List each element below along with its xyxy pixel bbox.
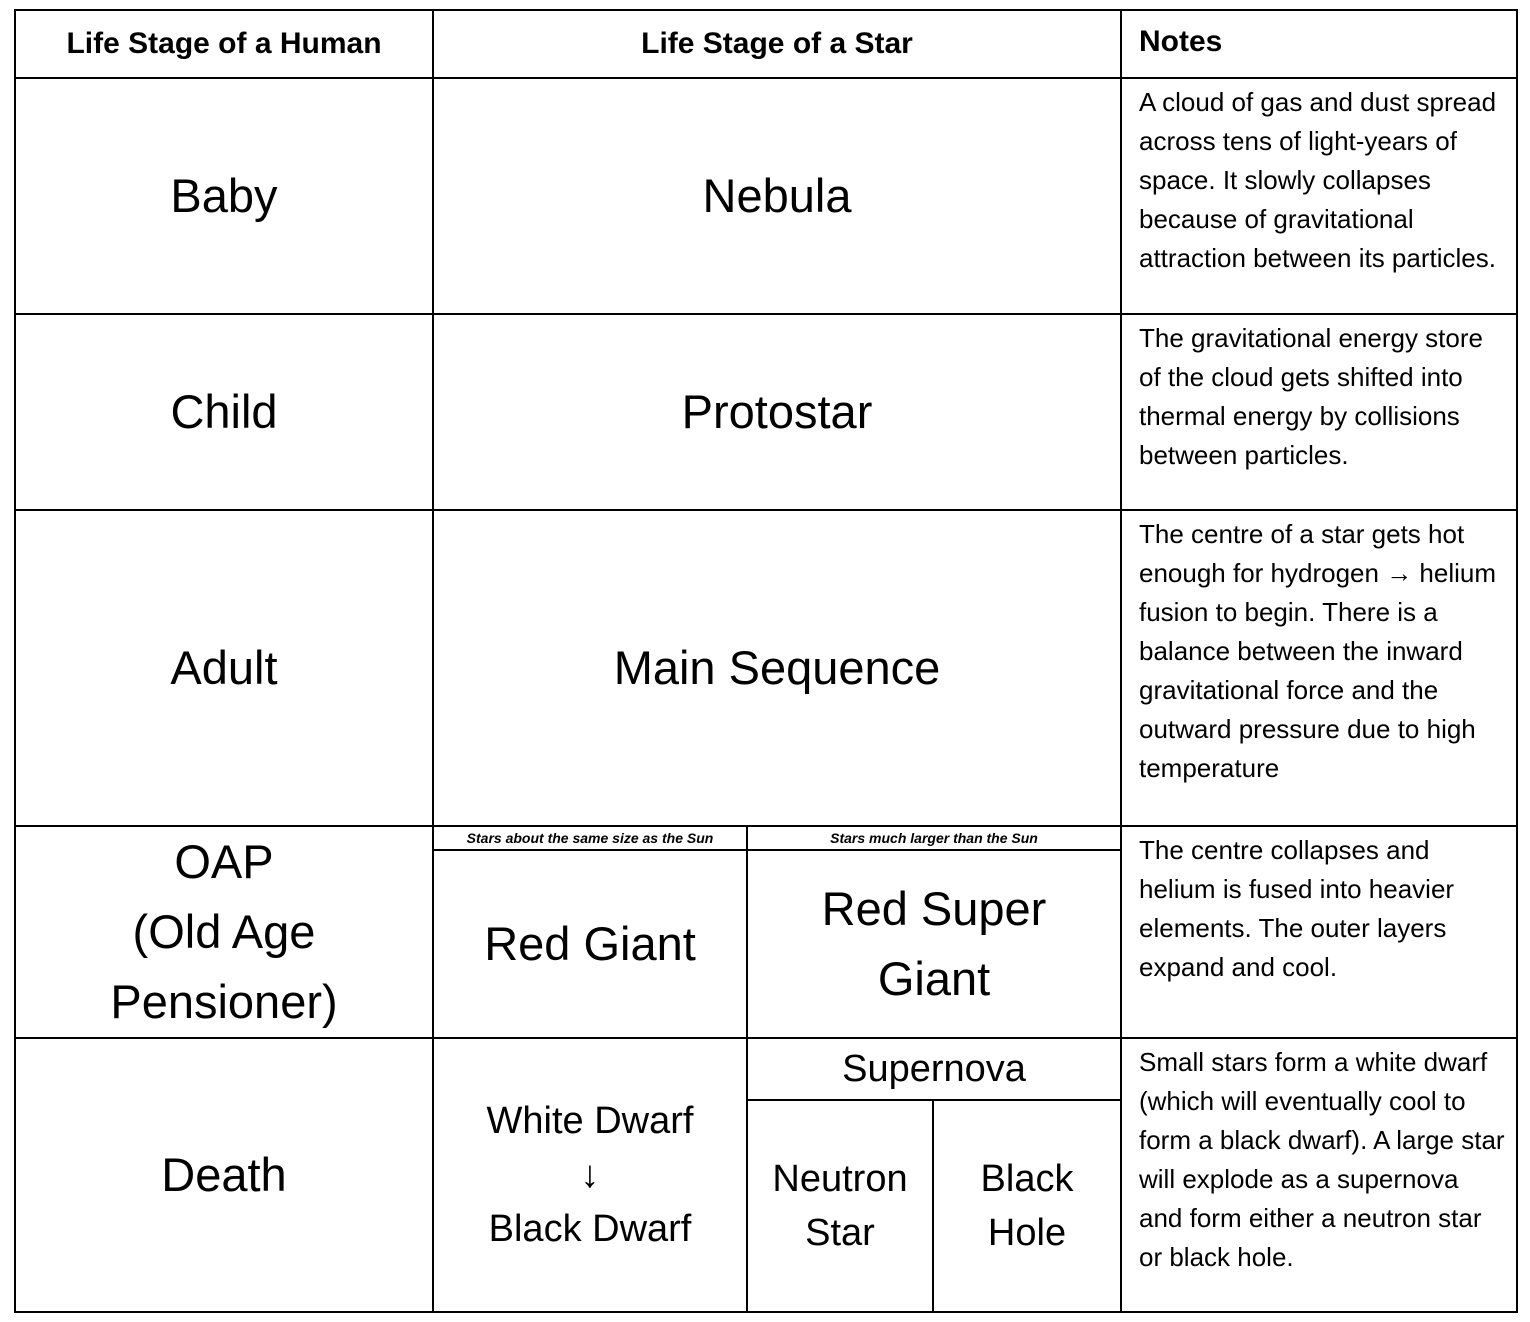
star-stage-line: ↓ [580,1154,600,1196]
human-stage-line: OAP [174,835,274,888]
star-stage: White Dwarf ↓ Black Dwarf [432,1037,748,1313]
star-stage-line: Star [805,1212,875,1254]
notes-cell: A cloud of gas and dust spread across te… [1120,77,1518,315]
star-stage: Protostar [432,313,1122,511]
human-stage: Child [14,313,434,511]
star-stage-line: Giant [877,952,991,1005]
star-stage: Nebula [432,77,1122,315]
star-stage-line: Neutron [772,1158,908,1200]
star-stage: Main Sequence [432,509,1122,827]
header-cell: Life Stage of a Human [14,9,434,79]
human-stage: OAP (Old Age Pensioner) [14,825,434,1039]
human-stage: Baby [14,77,434,315]
star-stage: Red Giant [432,849,748,1039]
star-stage-line: Red Super [821,882,1047,935]
star-stage: Red Super Giant [746,849,1122,1039]
header-cell: Notes [1120,9,1518,79]
star-stage-line: Black Dwarf [488,1208,692,1250]
star-stage-line: White Dwarf [486,1100,694,1142]
star-stage-line: Hole [987,1212,1067,1254]
star-stage: Neutron Star [746,1099,934,1313]
header-cell: Life Stage of a Star [432,9,1122,79]
human-stage-line: Pensioner) [110,975,338,1028]
human-stage-line: (Old Age [132,905,316,958]
notes-cell: Small stars form a white dwarf (which wi… [1120,1037,1518,1313]
sub-label: Stars about the same size as the Sun [432,825,748,851]
star-stage-line: Black [980,1158,1074,1200]
notes-cell: The gravitational energy store of the cl… [1120,313,1518,511]
human-stage: Adult [14,509,434,827]
human-stage: Death [14,1037,434,1313]
sub-label: Stars much larger than the Sun [746,825,1122,851]
notes-cell: The centre collapses and helium is fused… [1120,825,1518,1039]
star-stage: Black Hole [932,1099,1122,1313]
notes-cell: The centre of a star gets hot enough for… [1120,509,1518,827]
star-stage: Supernova [746,1037,1122,1101]
